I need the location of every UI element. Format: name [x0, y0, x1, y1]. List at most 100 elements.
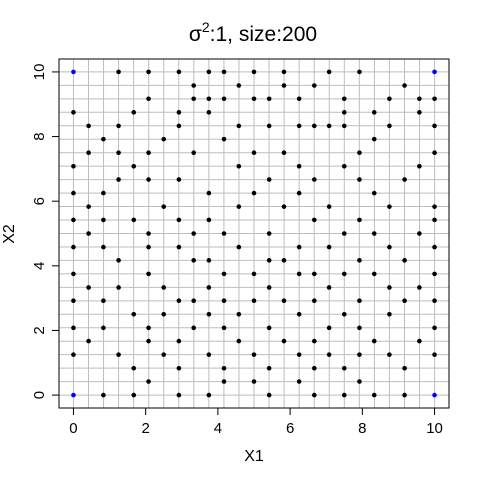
data-point — [206, 285, 212, 290]
data-point — [116, 150, 121, 156]
data-point — [116, 285, 121, 290]
data-point — [432, 217, 437, 223]
data-point — [371, 110, 377, 115]
data-point — [176, 244, 182, 250]
data-point — [281, 69, 287, 75]
data-point — [266, 258, 272, 263]
data-point — [86, 338, 91, 344]
data-point — [251, 379, 257, 384]
data-point — [266, 392, 272, 398]
data-point — [86, 204, 91, 209]
data-point — [281, 298, 287, 304]
data-point — [116, 69, 121, 75]
data-point — [176, 217, 182, 223]
data-point — [371, 136, 377, 142]
data-point — [146, 96, 151, 102]
data-point — [296, 190, 302, 196]
data-point — [176, 392, 182, 398]
data-point — [417, 338, 422, 344]
data-point — [341, 163, 347, 169]
data-point — [71, 163, 76, 169]
data-point — [221, 96, 227, 102]
data-point — [417, 110, 422, 115]
data-point — [236, 123, 242, 129]
data-point — [371, 338, 377, 344]
data-point — [206, 311, 212, 317]
data-point — [116, 123, 121, 129]
data-point — [266, 177, 272, 182]
data-point — [221, 69, 227, 75]
data-point — [281, 150, 287, 156]
data-point — [387, 204, 392, 209]
corner-point — [71, 392, 76, 398]
data-point — [371, 190, 377, 196]
data-point — [221, 365, 227, 371]
data-point — [116, 352, 121, 357]
data-point — [296, 244, 302, 250]
data-points — [71, 69, 437, 398]
data-point — [341, 365, 347, 371]
data-point — [191, 258, 196, 263]
data-point — [417, 231, 422, 236]
data-point — [251, 190, 257, 196]
data-point — [101, 392, 106, 398]
data-point — [176, 110, 182, 115]
data-point — [161, 352, 167, 357]
data-point — [176, 177, 182, 182]
data-point — [131, 217, 137, 223]
data-point — [341, 311, 347, 317]
data-point — [71, 190, 76, 196]
data-point — [251, 96, 257, 102]
data-point — [402, 298, 407, 304]
data-point — [402, 83, 407, 88]
data-point — [312, 298, 317, 304]
data-point — [266, 96, 272, 102]
data-point — [281, 83, 287, 88]
data-point — [357, 298, 362, 304]
data-point — [432, 150, 437, 156]
x-tick-label: 8 — [358, 420, 366, 437]
data-point — [206, 96, 212, 102]
data-point — [357, 325, 362, 331]
data-point — [341, 110, 347, 115]
data-point — [326, 325, 332, 331]
y-tick-label: 0 — [31, 391, 48, 399]
title-rest: :1, size:200 — [210, 23, 317, 46]
data-point — [251, 298, 257, 304]
data-point — [312, 365, 317, 371]
data-point — [221, 136, 227, 142]
data-point — [387, 123, 392, 129]
data-point — [357, 177, 362, 182]
data-point — [101, 217, 106, 223]
data-point — [357, 217, 362, 223]
data-point — [146, 325, 151, 331]
data-point — [371, 231, 377, 236]
data-point — [131, 311, 137, 317]
y-tick-label: 4 — [31, 262, 48, 270]
data-point — [357, 150, 362, 156]
data-point — [312, 271, 317, 277]
y-tick-label: 8 — [31, 132, 48, 140]
y-tick-label: 6 — [31, 197, 48, 205]
data-point — [387, 285, 392, 290]
data-point — [86, 150, 91, 156]
data-point — [161, 136, 167, 142]
data-point — [402, 258, 407, 263]
data-point — [221, 325, 227, 331]
data-point — [146, 69, 151, 75]
data-point — [191, 325, 196, 331]
data-point — [296, 271, 302, 277]
data-point — [131, 392, 137, 398]
data-point — [251, 352, 257, 357]
data-point — [116, 177, 121, 182]
data-point — [402, 177, 407, 182]
data-point — [312, 83, 317, 88]
data-point — [402, 392, 407, 398]
data-point — [266, 231, 272, 236]
data-point — [296, 379, 302, 384]
data-point — [387, 244, 392, 250]
data-point — [326, 69, 332, 75]
data-point — [206, 392, 212, 398]
data-point — [206, 352, 212, 357]
data-point — [296, 352, 302, 357]
